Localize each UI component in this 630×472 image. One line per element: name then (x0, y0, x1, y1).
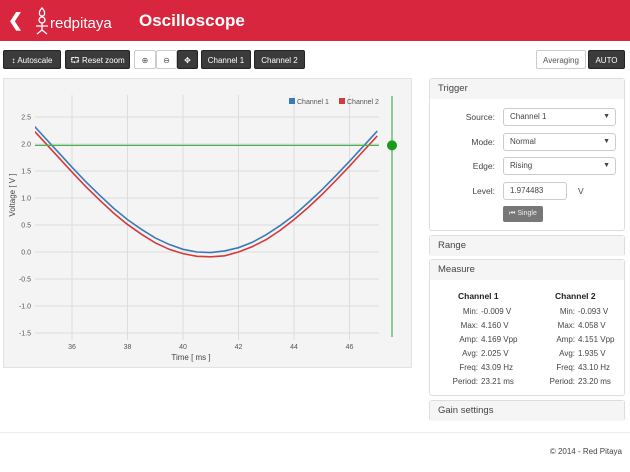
gain-settings-header[interactable]: Gain settings (430, 401, 624, 421)
caret-down-icon: ▼ (603, 113, 610, 120)
auto-button[interactable]: AUTO (588, 50, 625, 69)
level-label: Level: (472, 186, 495, 196)
measure-value: 43.10 Hz (578, 363, 611, 372)
measure-label: Amp: (459, 335, 478, 344)
measure-channel-title: Channel 2 (555, 291, 596, 301)
mode-value: Normal (510, 137, 536, 146)
mode-select[interactable]: Normal ▼ (503, 133, 616, 151)
averaging-button[interactable]: Averaging (536, 50, 586, 69)
measure-value: 23.20 ms (578, 377, 611, 386)
reset-zoom-label: Reset zoom (82, 56, 125, 65)
measure-value: 1.935 V (578, 349, 606, 358)
measure-channel-title: Channel 1 (458, 291, 499, 301)
zoom-out-icon: ⊖ (163, 56, 170, 65)
autoscale-label: Autoscale (17, 56, 53, 65)
level-input[interactable]: 1.974483 (503, 182, 567, 200)
gain-settings-panel[interactable]: Gain settings (429, 400, 625, 421)
caret-down-icon: ▼ (603, 162, 610, 169)
reset-zoom-button[interactable]: ⮔ Reset zoom (65, 50, 130, 69)
range-header[interactable]: Range (430, 236, 624, 256)
measure-value: -0.093 V (578, 307, 609, 316)
step-icon: ⏮ (509, 210, 516, 217)
measure-label: Amp: (556, 335, 575, 344)
measure-label: Max: (557, 321, 575, 330)
zoom-out-button[interactable]: ⊖ (156, 50, 177, 69)
caret-down-icon: ▼ (603, 138, 610, 145)
trigger-panel: Trigger Source: Channel 1 ▼ Mode: Normal ▼… (429, 78, 625, 231)
measure-value: 4.058 V (578, 321, 606, 330)
mode-label: Mode: (471, 137, 495, 147)
plot-container[interactable] (3, 78, 412, 368)
app-header: ❮ redpitaya Oscilloscope (0, 0, 630, 41)
reset-icon: ⮔ (70, 56, 80, 65)
redpitaya-logo: redpitaya (34, 6, 124, 36)
measure-label: Freq: (459, 363, 478, 372)
single-label: Single (517, 210, 537, 217)
source-label: Source: (465, 112, 495, 122)
measure-value: 2.025 V (481, 349, 509, 358)
channel2-button[interactable]: Channel 2 (254, 50, 305, 69)
page-title: Oscilloscope (139, 11, 245, 30)
zoom-in-button[interactable]: ⊕ (134, 50, 156, 69)
measure-value: -0.009 V (481, 307, 512, 316)
measure-value: 4.160 V (481, 321, 509, 330)
measure-value: 43.09 Hz (481, 363, 514, 372)
measure-panel: Measure Channel 1 Min: -0.009 V Max: 4.160 V… (429, 259, 625, 396)
measure-label: Avg: (462, 349, 478, 358)
edge-label: Edge: (472, 161, 495, 171)
autoscale-button[interactable]: ↕ Autoscale (3, 50, 61, 69)
measure-label: Freq: (556, 363, 575, 372)
measure-label: Max: (460, 321, 478, 330)
measure-value: 23.21 ms (481, 377, 514, 386)
channel1-button[interactable]: Channel 1 (201, 50, 251, 69)
measure-label: Min: (462, 307, 478, 316)
copyright: © 2014 - Red Pitaya (549, 447, 622, 456)
measure-label: Avg: (559, 349, 575, 358)
arrows-vertical-icon: ↕ (11, 56, 16, 65)
zoom-in-icon: ⊕ (141, 56, 149, 65)
footer: © 2014 - Red Pitaya (0, 432, 630, 456)
source-select[interactable]: Channel 1 ▼ (503, 108, 616, 126)
measure-value: 4.151 Vpp (578, 335, 615, 344)
edge-select[interactable]: Rising ▼ (503, 157, 616, 175)
move-icon: ✥ (184, 56, 191, 65)
measure-label: Min: (559, 307, 575, 316)
measure-label: Period: (452, 377, 478, 386)
measure-value: 4.169 Vpp (481, 335, 518, 344)
single-button[interactable]: ⏮ Single (503, 206, 543, 222)
trigger-header[interactable]: Trigger (430, 79, 624, 99)
chevron-left-icon[interactable]: ❮ (8, 10, 24, 30)
source-value: Channel 1 (510, 112, 547, 121)
range-panel[interactable]: Range (429, 235, 625, 256)
measure-label: Period: (549, 377, 575, 386)
level-unit: V (578, 186, 584, 196)
pan-button[interactable]: ✥ (177, 50, 198, 69)
edge-value: Rising (510, 161, 533, 170)
logo-text: redpitaya (50, 15, 112, 32)
measure-header[interactable]: Measure (430, 260, 624, 280)
